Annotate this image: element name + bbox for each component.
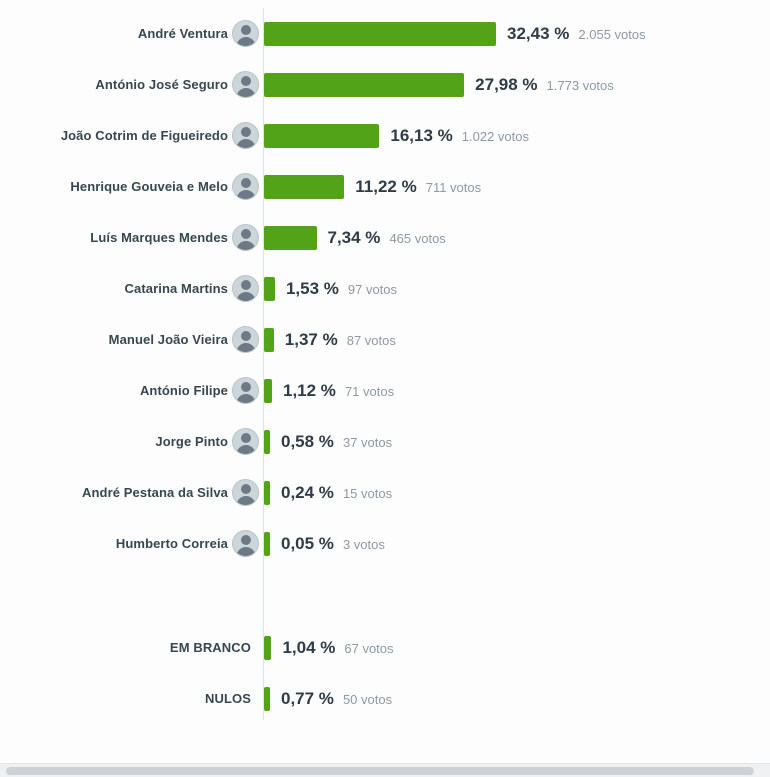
result-bar — [264, 686, 270, 711]
result-bar — [264, 174, 345, 199]
percent-label: 32,43 % — [507, 23, 570, 43]
axis-baseline — [263, 8, 264, 720]
candidate-name: EM BRANCO — [169, 640, 251, 655]
chart-row: António Filipe 1,12 % 71 votos — [0, 365, 770, 416]
result-bar — [264, 531, 270, 556]
candidate-avatar person-icon — [232, 224, 259, 251]
percent-label: 1,53 % — [285, 278, 339, 298]
candidate-avatar person-icon — [232, 71, 259, 98]
candidate-name: Catarina Martins — [124, 281, 228, 296]
candidate-name: António José Seguro — [95, 77, 228, 92]
result-bar — [264, 21, 496, 46]
chart-row: André Pestana da Silva 0,24 % 15 votos — [0, 467, 770, 518]
votes-label: 711 votos — [425, 180, 482, 195]
votes-label: 2.055 votos — [578, 27, 646, 42]
votes-label: 15 votos — [342, 486, 393, 501]
candidate-avatar person-icon — [232, 530, 259, 557]
candidate-avatar person-icon — [232, 275, 259, 302]
percent-label: 0,05 % — [281, 533, 334, 553]
percent-label: 0,58 % — [281, 431, 334, 451]
chart-row: Manuel João Vieira 1,37 % 87 votos — [0, 314, 770, 365]
chart-row: Humberto Correia 0,05 % 3 votos — [0, 518, 770, 569]
chart-row: Catarina Martins 1,53 % 97 votos — [0, 263, 770, 314]
candidate-name: Jorge Pinto — [155, 434, 228, 449]
votes-label: 3 votos — [342, 537, 385, 552]
chart-row: João Cotrim de Figueiredo 16,13 % 1.022 … — [0, 110, 770, 161]
chart-row: Luís Marques Mendes 7,34 % 465 votos — [0, 212, 770, 263]
section-gap — [0, 569, 770, 622]
candidate-name: Henrique Gouveia e Melo — [70, 179, 228, 194]
percent-label: 16,13 % — [390, 125, 453, 145]
percent-label: 0,24 % — [281, 482, 334, 502]
votes-label: 1.773 votos — [546, 78, 614, 93]
result-bar — [264, 327, 274, 352]
chart-row: André Ventura 32,43 % 2.055 votos — [0, 8, 770, 59]
result-bar — [264, 378, 272, 403]
chart-row: NULOS 0,77 % 50 votos — [0, 673, 770, 724]
percent-label: 1,12 % — [283, 380, 336, 400]
result-bar — [264, 276, 275, 301]
chart-row: EM BRANCO 1,04 % 67 votos — [0, 622, 770, 673]
candidate-avatar person-icon — [232, 326, 259, 353]
percent-label: 11,22 % — [355, 176, 417, 196]
chart-row: Henrique Gouveia e Melo 11,22 % 711 voto… — [0, 161, 770, 212]
candidate-avatar person-icon — [232, 122, 259, 149]
percent-label: 7,34 % — [327, 227, 381, 247]
horizontal-scrollbar[interactable] — [0, 763, 770, 777]
votes-label: 97 votos — [347, 282, 398, 297]
percent-label: 0,77 % — [281, 688, 334, 708]
candidate-name: André Pestana da Silva — [82, 485, 228, 500]
result-bar — [264, 429, 270, 454]
scrollbar-thumb[interactable] — [6, 767, 754, 775]
candidate-name: Luís Marques Mendes — [90, 230, 228, 245]
votes-label: 465 votos — [389, 231, 446, 246]
candidate-name: André Ventura — [137, 26, 228, 41]
candidate-name: Manuel João Vieira — [108, 332, 228, 347]
chart-rows: André Ventura 32,43 % 2.055 votos Antóni… — [0, 8, 770, 724]
candidate-avatar person-icon — [232, 428, 259, 455]
result-bar — [264, 225, 317, 250]
result-bar — [264, 123, 380, 148]
percent-label: 1,37 % — [284, 329, 338, 349]
result-bar — [264, 635, 272, 660]
candidate-avatar person-icon — [232, 173, 259, 200]
percent-label: 27,98 % — [475, 74, 538, 94]
candidate-name: Humberto Correia — [115, 536, 228, 551]
candidate-name: António Filipe — [139, 383, 228, 398]
candidate-name: João Cotrim de Figueiredo — [60, 128, 228, 143]
candidate-avatar person-icon — [232, 377, 259, 404]
result-bar — [264, 72, 465, 97]
chart-row: Jorge Pinto 0,58 % 37 votos — [0, 416, 770, 467]
votes-label: 71 votos — [344, 384, 395, 399]
percent-label: 1,04 % — [282, 637, 336, 657]
candidate-avatar person-icon — [232, 479, 259, 506]
votes-label: 37 votos — [342, 435, 393, 450]
result-bar — [264, 480, 270, 505]
votes-label: 67 votos — [344, 641, 394, 656]
votes-label: 1.022 votos — [461, 129, 529, 144]
votes-label: 87 votos — [346, 333, 396, 348]
chart-row: António José Seguro 27,98 % 1.773 votos — [0, 59, 770, 110]
votes-label: 50 votos — [342, 692, 393, 707]
candidate-name: NULOS — [205, 691, 251, 706]
candidate-avatar person-icon — [232, 20, 259, 47]
